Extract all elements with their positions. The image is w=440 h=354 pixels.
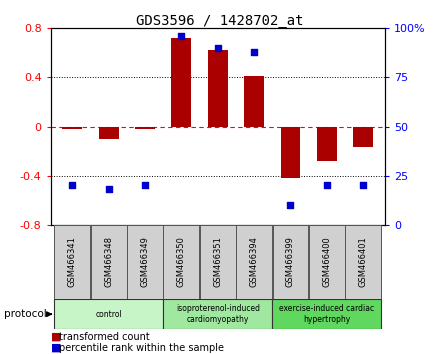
Bar [127, 225, 163, 299]
Text: ■: ■ [51, 343, 61, 353]
Text: GSM466400: GSM466400 [323, 236, 331, 287]
Text: GSM466394: GSM466394 [249, 236, 259, 287]
Bar [236, 225, 272, 299]
Point [214, 45, 221, 51]
Text: control: control [95, 310, 122, 319]
Text: GSM466351: GSM466351 [213, 236, 222, 287]
Text: percentile rank within the sample: percentile rank within the sample [59, 343, 224, 353]
Point [323, 183, 330, 188]
Bar [163, 299, 272, 329]
Text: isoproterenol-induced
cardiomyopathy: isoproterenol-induced cardiomyopathy [176, 304, 260, 324]
Point [178, 33, 185, 39]
Bar [345, 225, 381, 299]
Bar [208, 50, 228, 126]
Text: GSM466348: GSM466348 [104, 236, 113, 287]
Point [105, 187, 112, 192]
Point [359, 183, 367, 188]
Point [287, 202, 294, 208]
Text: protocol: protocol [4, 309, 47, 319]
Bar [272, 299, 381, 329]
Text: GSM466350: GSM466350 [177, 236, 186, 287]
Bar [62, 126, 82, 129]
Text: exercise-induced cardiac
hypertrophy: exercise-induced cardiac hypertrophy [279, 304, 374, 324]
Bar [91, 225, 127, 299]
Bar [55, 225, 90, 299]
Point [251, 49, 258, 55]
Bar [272, 225, 308, 299]
Text: GSM466401: GSM466401 [359, 236, 368, 287]
Text: GDS3596 / 1428702_at: GDS3596 / 1428702_at [136, 14, 304, 28]
Bar [244, 76, 264, 126]
Point [142, 183, 149, 188]
Bar [135, 126, 155, 129]
Bar [164, 225, 199, 299]
Text: ■: ■ [51, 332, 61, 342]
Point [69, 183, 76, 188]
Bar [309, 225, 345, 299]
Text: transformed count: transformed count [59, 332, 150, 342]
Bar [99, 126, 119, 139]
Text: GSM466341: GSM466341 [68, 236, 77, 287]
Bar [200, 225, 236, 299]
Bar [172, 38, 191, 126]
Bar [353, 126, 373, 147]
Text: GSM466349: GSM466349 [141, 236, 150, 287]
Bar [317, 126, 337, 161]
Bar [281, 126, 301, 178]
Text: GSM466399: GSM466399 [286, 236, 295, 287]
Bar [54, 299, 163, 329]
